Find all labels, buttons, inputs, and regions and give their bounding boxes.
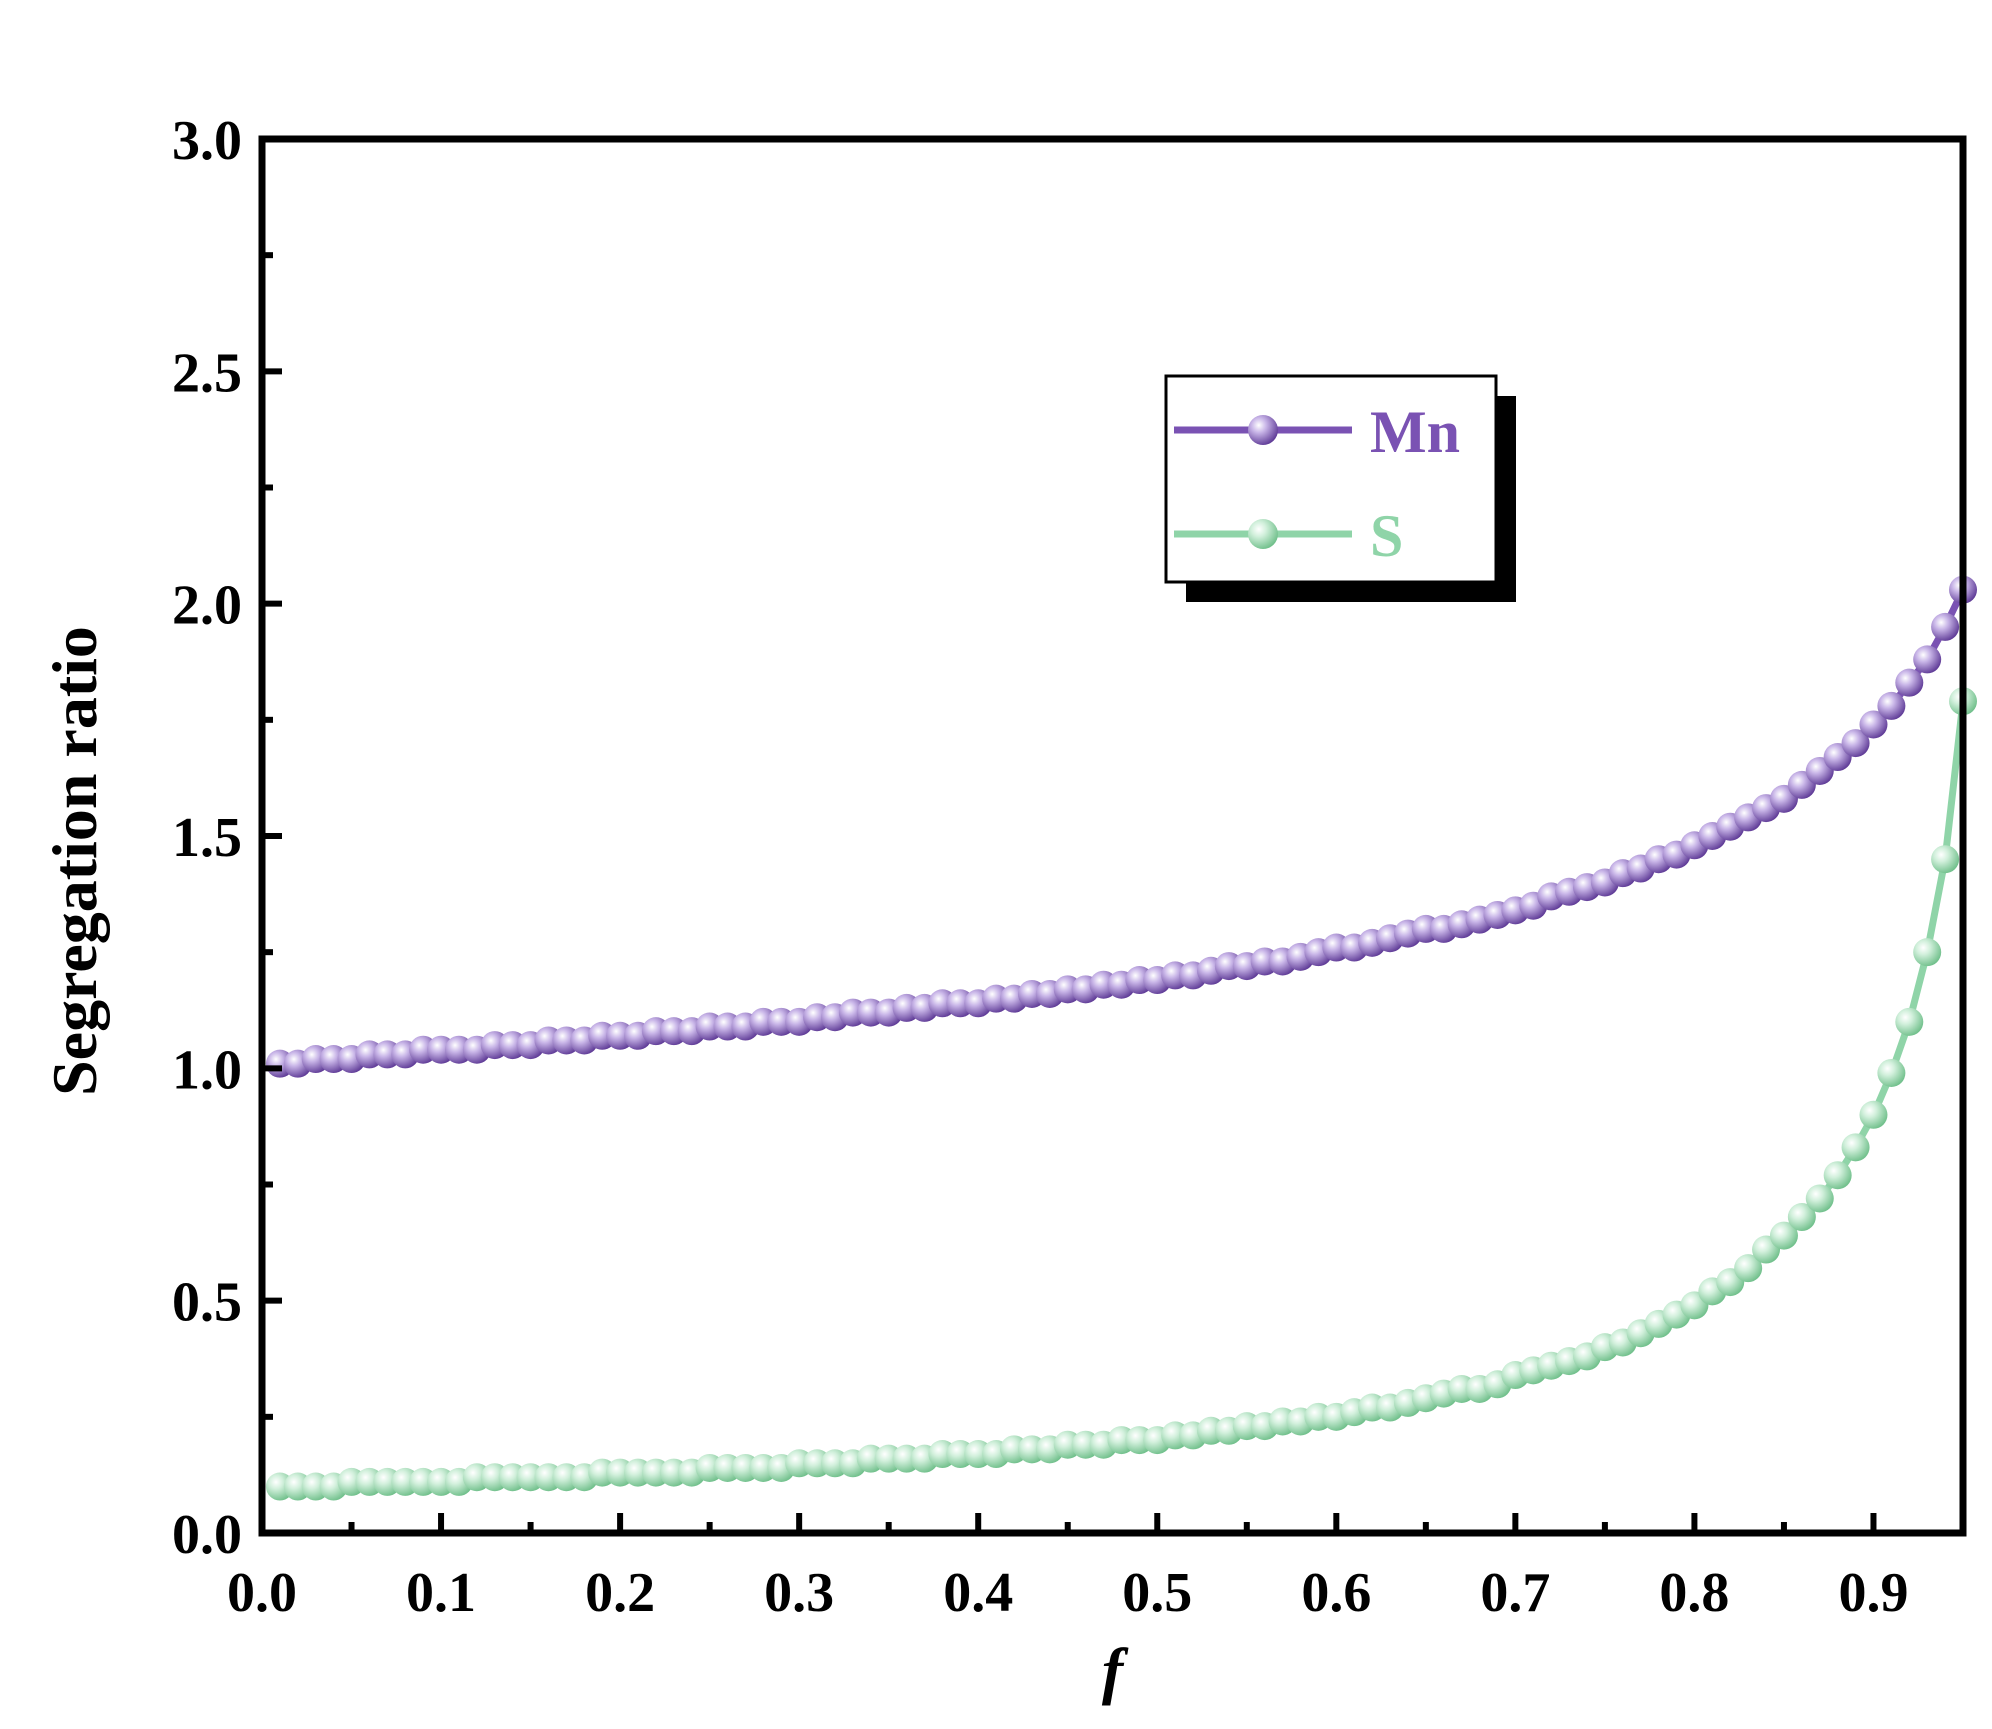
legend-marker xyxy=(1248,519,1278,549)
x-tick-label: 0.7 xyxy=(1480,1562,1550,1624)
data-point xyxy=(1841,1133,1870,1162)
series-line xyxy=(279,700,1967,1490)
legend-box xyxy=(1164,374,1498,584)
data-point xyxy=(1787,1203,1816,1232)
x-tick-label: 0.5 xyxy=(1122,1562,1192,1624)
data-point xyxy=(1877,1058,1906,1087)
data-point xyxy=(1913,938,1942,967)
x-axis-title: f xyxy=(1102,1635,1129,1706)
x-tick-label: 0.3 xyxy=(764,1562,834,1624)
y-tick-label: 1.5 xyxy=(172,807,242,869)
y-tick-label: 2.5 xyxy=(172,342,242,404)
data-point xyxy=(1931,612,1960,641)
data-point xyxy=(1877,691,1906,720)
data-point xyxy=(1841,729,1870,758)
data-point xyxy=(1805,1184,1834,1213)
legend: Mn S xyxy=(1164,374,1516,602)
data-point xyxy=(1823,1161,1852,1190)
x-tick-label: 0.1 xyxy=(406,1562,476,1624)
legend-items: Mn S xyxy=(1174,399,1460,569)
data-point xyxy=(1895,1007,1924,1036)
series-s xyxy=(265,687,1977,1501)
y-tick-label: 0.0 xyxy=(172,1504,242,1566)
data-point xyxy=(1913,645,1942,674)
y-tick-label: 2.0 xyxy=(172,575,242,637)
x-tick-label: 0.9 xyxy=(1838,1562,1908,1624)
series-mn xyxy=(265,575,1977,1078)
y-tick-label: 3.0 xyxy=(172,110,242,172)
legend-label: S xyxy=(1370,503,1403,569)
x-tick-label: 0.0 xyxy=(227,1562,297,1624)
x-tick-label: 0.4 xyxy=(943,1562,1013,1624)
y-axis-title: Segregation ratio xyxy=(39,626,110,1096)
plot-frame xyxy=(258,135,1967,1537)
data-point xyxy=(1734,1254,1763,1283)
y-tick-label: 1.0 xyxy=(172,1039,242,1101)
data-point xyxy=(1769,1221,1798,1250)
data-point xyxy=(1859,1100,1888,1129)
x-tick-label: 0.2 xyxy=(585,1562,655,1624)
y-tick-labels: 0.0 0.5 1.0 1.5 2.0 2.5 3.0 xyxy=(172,110,242,1566)
y-tick-label: 0.5 xyxy=(172,1272,242,1334)
data-point xyxy=(1895,668,1924,697)
x-tick-label: 0.6 xyxy=(1301,1562,1371,1624)
x-tick-label: 0.8 xyxy=(1659,1562,1729,1624)
series-layer xyxy=(265,575,1977,1501)
x-tick-labels: 0.0 0.1 0.2 0.3 0.4 0.5 0.6 0.7 0.8 0.9 xyxy=(227,1562,1908,1624)
legend-marker xyxy=(1248,415,1278,445)
legend-label: Mn xyxy=(1370,399,1460,465)
data-point xyxy=(1931,845,1960,874)
data-point xyxy=(1859,710,1888,739)
